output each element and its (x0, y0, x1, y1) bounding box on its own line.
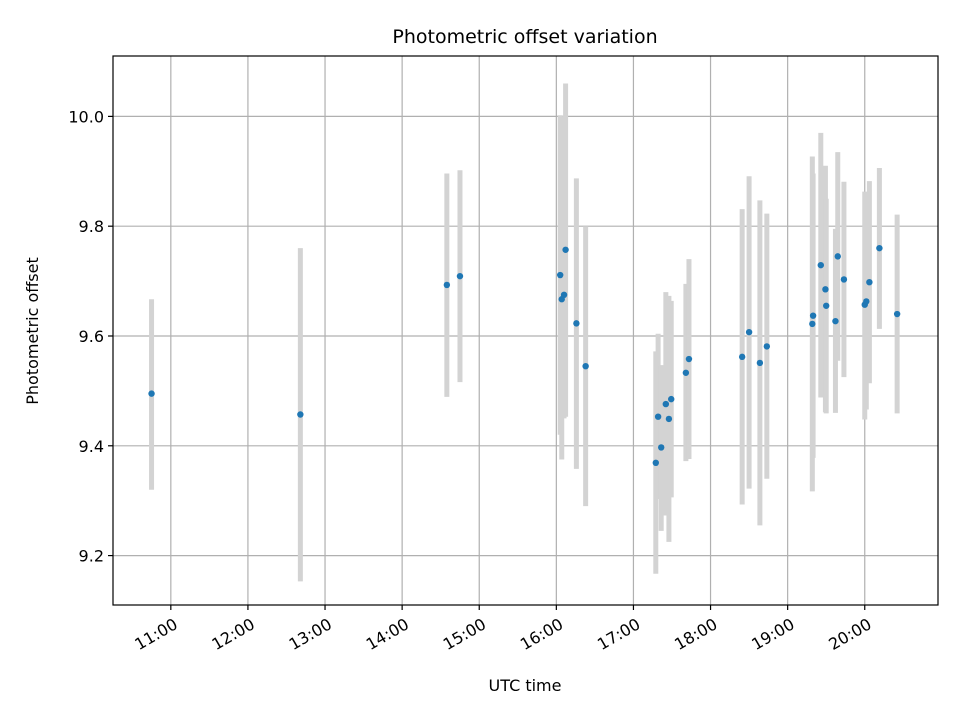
data-point (668, 395, 675, 403)
data-point (876, 244, 883, 252)
data-point (562, 246, 569, 253)
data-point (809, 312, 817, 319)
data-point (866, 278, 873, 286)
data-point (756, 359, 764, 367)
data-point (573, 320, 580, 327)
y-tick-label: 10.0 (68, 107, 104, 126)
data-point (763, 343, 771, 350)
data-point (738, 353, 746, 361)
y-tick-label: 9.6 (79, 327, 104, 346)
grid (113, 56, 938, 605)
data-point (685, 355, 693, 363)
data-point (840, 276, 848, 283)
data-point (832, 317, 839, 325)
y-axis: 9.2 9.4 9.6 9.8 10.0 (68, 107, 113, 566)
data-point (893, 310, 901, 318)
data-point (652, 459, 660, 467)
y-tick-label: 9.2 (79, 547, 104, 566)
data-point (745, 328, 753, 336)
chart-title: Photometric offset variation (392, 26, 657, 48)
data-point (456, 272, 464, 280)
data-point (582, 362, 589, 370)
y-tick-label: 9.4 (79, 437, 104, 456)
data-point (817, 261, 825, 269)
data-point (560, 291, 568, 299)
x-axis-label: UTC time (489, 676, 562, 695)
data-point (443, 281, 451, 289)
y-tick-label: 9.8 (79, 217, 104, 236)
data-point (148, 390, 155, 397)
data-point (658, 444, 665, 451)
y-axis-label: Photometric offset (23, 257, 42, 405)
data-point (682, 369, 690, 376)
plot-frame (112, 55, 939, 606)
data-point (809, 320, 816, 328)
data-point (665, 415, 673, 423)
data-point (823, 302, 830, 309)
data-points (148, 244, 901, 467)
data-point (822, 286, 829, 293)
data-point (863, 298, 870, 305)
data-point (834, 253, 841, 260)
data-point (654, 413, 662, 420)
data-point (662, 400, 670, 408)
data-point (297, 411, 304, 418)
data-point (556, 271, 564, 279)
